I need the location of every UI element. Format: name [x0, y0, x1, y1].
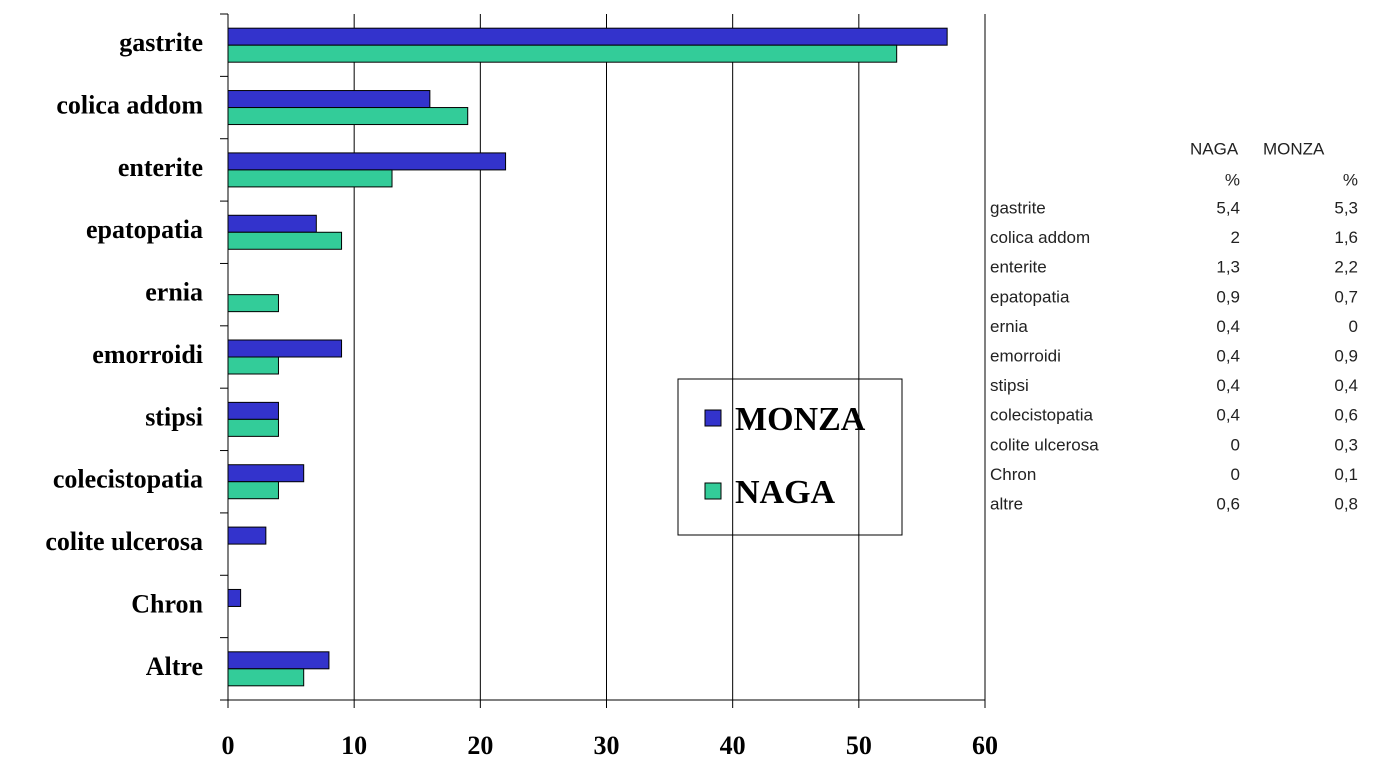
table-cell: 0,4 [1216, 406, 1240, 425]
y-tick-label: colite ulcerosa [45, 527, 203, 556]
y-tick-label: Altre [146, 652, 203, 681]
y-tick-label: enterite [118, 153, 203, 182]
bar [227, 588, 242, 607]
x-tick-label: 50 [846, 731, 872, 760]
table-unit: % [1343, 170, 1358, 189]
y-tick-label: stipsi [145, 402, 203, 431]
table-cell: 0,4 [1216, 346, 1240, 365]
table-cell: 1,6 [1334, 228, 1358, 247]
table-cell: 2 [1231, 228, 1240, 247]
x-tick-label: 40 [720, 731, 746, 760]
x-tick-label: 20 [467, 731, 493, 760]
table-cell: 0,4 [1216, 376, 1240, 395]
x-tick-label: 10 [341, 731, 367, 760]
table-cell: 0,1 [1334, 465, 1358, 484]
y-tick-label: Chron [131, 589, 203, 618]
bar [227, 356, 279, 375]
bar [227, 231, 343, 250]
bar [227, 481, 279, 500]
table-unit: % [1225, 170, 1240, 189]
table-cell: 0,9 [1334, 346, 1358, 365]
table-cell: gastrite [990, 198, 1046, 217]
table-cell: 1,3 [1216, 258, 1240, 277]
legend-swatch [704, 409, 722, 427]
table-cell: Chron [990, 465, 1036, 484]
table-cell: 0,7 [1334, 287, 1358, 306]
table-cell: 0,6 [1334, 406, 1358, 425]
table-cell: 5,4 [1216, 198, 1240, 217]
table-cell: altre [990, 494, 1023, 513]
table-cell: 0,9 [1216, 287, 1240, 306]
table-cell: 0,6 [1216, 494, 1240, 513]
table-cell: 0 [1231, 465, 1240, 484]
table-cell: colica addom [990, 228, 1090, 247]
bar [227, 214, 317, 233]
table-cell: stipsi [990, 376, 1029, 395]
legend-swatch [704, 482, 722, 500]
table-header: MONZA [1263, 139, 1325, 158]
bar [227, 418, 279, 437]
table-cell: 0,4 [1334, 376, 1358, 395]
x-tick-label: 30 [594, 731, 620, 760]
table-cell: 0,4 [1216, 317, 1240, 336]
table-cell: 0 [1349, 317, 1358, 336]
bar [227, 169, 393, 188]
bar [227, 90, 431, 109]
table-cell: enterite [990, 258, 1047, 277]
y-tick-label: gastrite [119, 28, 203, 57]
legend-box [677, 378, 903, 536]
table-cell: ernia [990, 317, 1028, 336]
y-tick-label: emorroidi [92, 340, 203, 369]
y-tick-label: colecistopatia [53, 465, 203, 494]
bar [227, 339, 343, 358]
x-tick-label: 0 [222, 731, 235, 760]
table-cell: 2,2 [1334, 258, 1358, 277]
table-header: NAGA [1190, 139, 1239, 158]
bar [227, 152, 507, 171]
bar [227, 668, 305, 687]
table-cell: colecistopatia [990, 406, 1094, 425]
bar [227, 464, 305, 483]
table-cell: 0,8 [1334, 494, 1358, 513]
y-tick-label: epatopatia [86, 215, 203, 244]
legend-label: MONZA [735, 401, 866, 438]
table-cell: 0,3 [1334, 435, 1358, 454]
bar [227, 294, 279, 313]
table-cell: 5,3 [1334, 198, 1358, 217]
bar [227, 44, 898, 63]
bar [227, 27, 948, 46]
table-cell: emorroidi [990, 346, 1061, 365]
y-tick-label: colica addom [56, 91, 203, 120]
bar [227, 651, 330, 670]
table-cell: colite ulcerosa [990, 435, 1099, 454]
table-cell: 0 [1231, 435, 1240, 454]
x-tick-label: 60 [972, 731, 998, 760]
legend-label: NAGA [735, 474, 836, 511]
table-cell: epatopatia [990, 287, 1070, 306]
bar [227, 401, 279, 420]
bar [227, 526, 267, 545]
y-tick-label: ernia [145, 278, 203, 307]
bar [227, 107, 469, 126]
